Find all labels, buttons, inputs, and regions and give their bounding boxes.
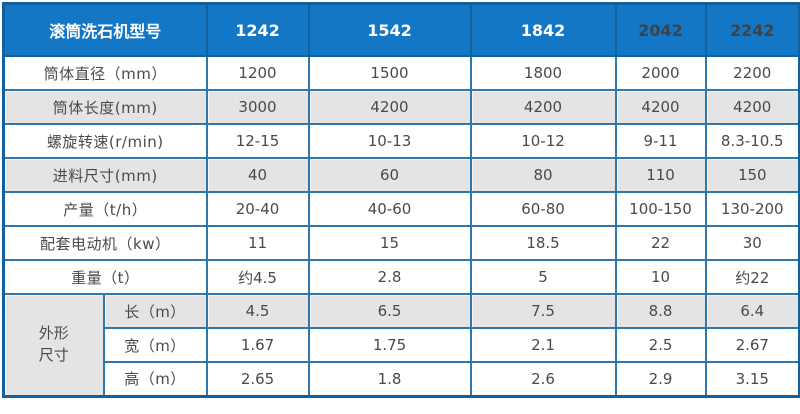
row-label: 筒体长度(mm) <box>2 89 208 125</box>
value-cell: 130-200 <box>704 191 800 227</box>
value-cell: 4200 <box>307 89 472 125</box>
row-label: 高（m） <box>102 361 208 397</box>
value-cell: 3.15 <box>704 361 800 397</box>
row-label: 产量（t/h） <box>2 191 208 227</box>
value-cell: 约22 <box>704 259 800 295</box>
value-cell: 8.3-10.5 <box>704 123 800 159</box>
row-weight: 重量（t） 约4.5 2.8 5 10 约22 <box>2 259 800 295</box>
row-dim-length: 外形 尺寸 长（m） 4.5 6.5 7.5 8.8 6.4 <box>2 293 800 397</box>
value-cell: 4200 <box>704 89 800 125</box>
value-cell: 12-15 <box>205 123 310 159</box>
row-drum-diameter: 筒体直径（mm） 1200 1500 1800 2000 2200 <box>2 55 800 91</box>
value-cell: 150 <box>704 157 800 193</box>
row-feed-size: 进料尺寸(mm) 40 60 80 110 150 <box>2 157 800 193</box>
value-cell: 15 <box>307 225 472 261</box>
row-label: 螺旋转速(r/min) <box>2 123 208 159</box>
value-cell: 4200 <box>469 89 617 125</box>
value-cell: 2.8 <box>307 259 472 295</box>
row-label: 宽（m） <box>102 327 208 363</box>
row-drum-length: 筒体长度(mm) 3000 4200 4200 4200 4200 <box>2 89 800 125</box>
value-cell: 60 <box>307 157 472 193</box>
row-label: 配套电动机（kw） <box>2 225 208 261</box>
value-cell: 1800 <box>469 55 617 91</box>
value-cell: 100-150 <box>614 191 707 227</box>
value-cell: 11 <box>205 225 310 261</box>
value-cell: 1.8 <box>307 361 472 397</box>
value-cell: 7.5 <box>469 293 617 329</box>
value-cell: 40-60 <box>307 191 472 227</box>
table-title-cell: 滚筒洗石机型号 <box>2 2 208 57</box>
value-cell: 18.5 <box>469 225 617 261</box>
model-header-col1: 1242 <box>205 2 310 57</box>
value-cell: 30 <box>704 225 800 261</box>
value-cell: 2.6 <box>469 361 617 397</box>
value-cell: 1.75 <box>307 327 472 363</box>
value-cell: 80 <box>469 157 617 193</box>
value-cell: 10 <box>614 259 707 295</box>
value-cell: 1.67 <box>205 327 310 363</box>
row-dim-height: 高（m） 2.65 1.8 2.6 2.9 3.15 <box>4 361 800 397</box>
row-capacity: 产量（t/h） 20-40 40-60 60-80 100-150 130-20… <box>2 191 800 227</box>
value-cell: 10-13 <box>307 123 472 159</box>
value-cell: 110 <box>614 157 707 193</box>
value-cell: 8.8 <box>614 293 707 329</box>
value-cell: 1500 <box>307 55 472 91</box>
model-header-col4: 2042 <box>614 2 707 57</box>
row-dim-width: 宽（m） 1.67 1.75 2.1 2.5 2.67 <box>4 327 800 363</box>
dimension-group-label: 外形 尺寸 <box>2 293 105 397</box>
model-header-col2: 1542 <box>307 2 472 57</box>
value-cell: 1200 <box>205 55 310 91</box>
value-cell: 2.1 <box>469 327 617 363</box>
value-cell: 9-11 <box>614 123 707 159</box>
value-cell: 2000 <box>614 55 707 91</box>
value-cell: 3000 <box>205 89 310 125</box>
value-cell: 2.67 <box>704 327 800 363</box>
row-motor-power: 配套电动机（kw） 11 15 18.5 22 30 <box>2 225 800 261</box>
value-cell: 2.5 <box>614 327 707 363</box>
spec-table-container: 滚筒洗石机型号 1242 1542 1842 2042 2242 筒体直径（mm… <box>2 2 800 398</box>
value-cell: 6.5 <box>307 293 472 329</box>
header-row: 滚筒洗石机型号 1242 1542 1842 2042 2242 <box>2 2 800 57</box>
value-cell: 40 <box>205 157 310 193</box>
value-cell: 22 <box>614 225 707 261</box>
value-cell: 10-12 <box>469 123 617 159</box>
value-cell: 5 <box>469 259 617 295</box>
value-cell: 6.4 <box>704 293 800 329</box>
value-cell: 2200 <box>704 55 800 91</box>
row-label: 筒体直径（mm） <box>2 55 208 91</box>
value-cell: 约4.5 <box>205 259 310 295</box>
value-cell: 60-80 <box>469 191 617 227</box>
value-cell: 2.65 <box>205 361 310 397</box>
value-cell: 4200 <box>614 89 707 125</box>
row-label: 重量（t） <box>2 259 208 295</box>
value-cell: 2.9 <box>614 361 707 397</box>
value-cell: 4.5 <box>205 293 310 329</box>
row-label: 长（m） <box>102 293 208 329</box>
washer-spec-table: 滚筒洗石机型号 1242 1542 1842 2042 2242 筒体直径（mm… <box>2 2 800 398</box>
model-header-col5: 2242 <box>704 2 800 57</box>
row-label: 进料尺寸(mm) <box>2 157 208 193</box>
row-spiral-speed: 螺旋转速(r/min) 12-15 10-13 10-12 9-11 8.3-1… <box>2 123 800 159</box>
model-header-col3: 1842 <box>469 2 617 57</box>
value-cell: 20-40 <box>205 191 310 227</box>
